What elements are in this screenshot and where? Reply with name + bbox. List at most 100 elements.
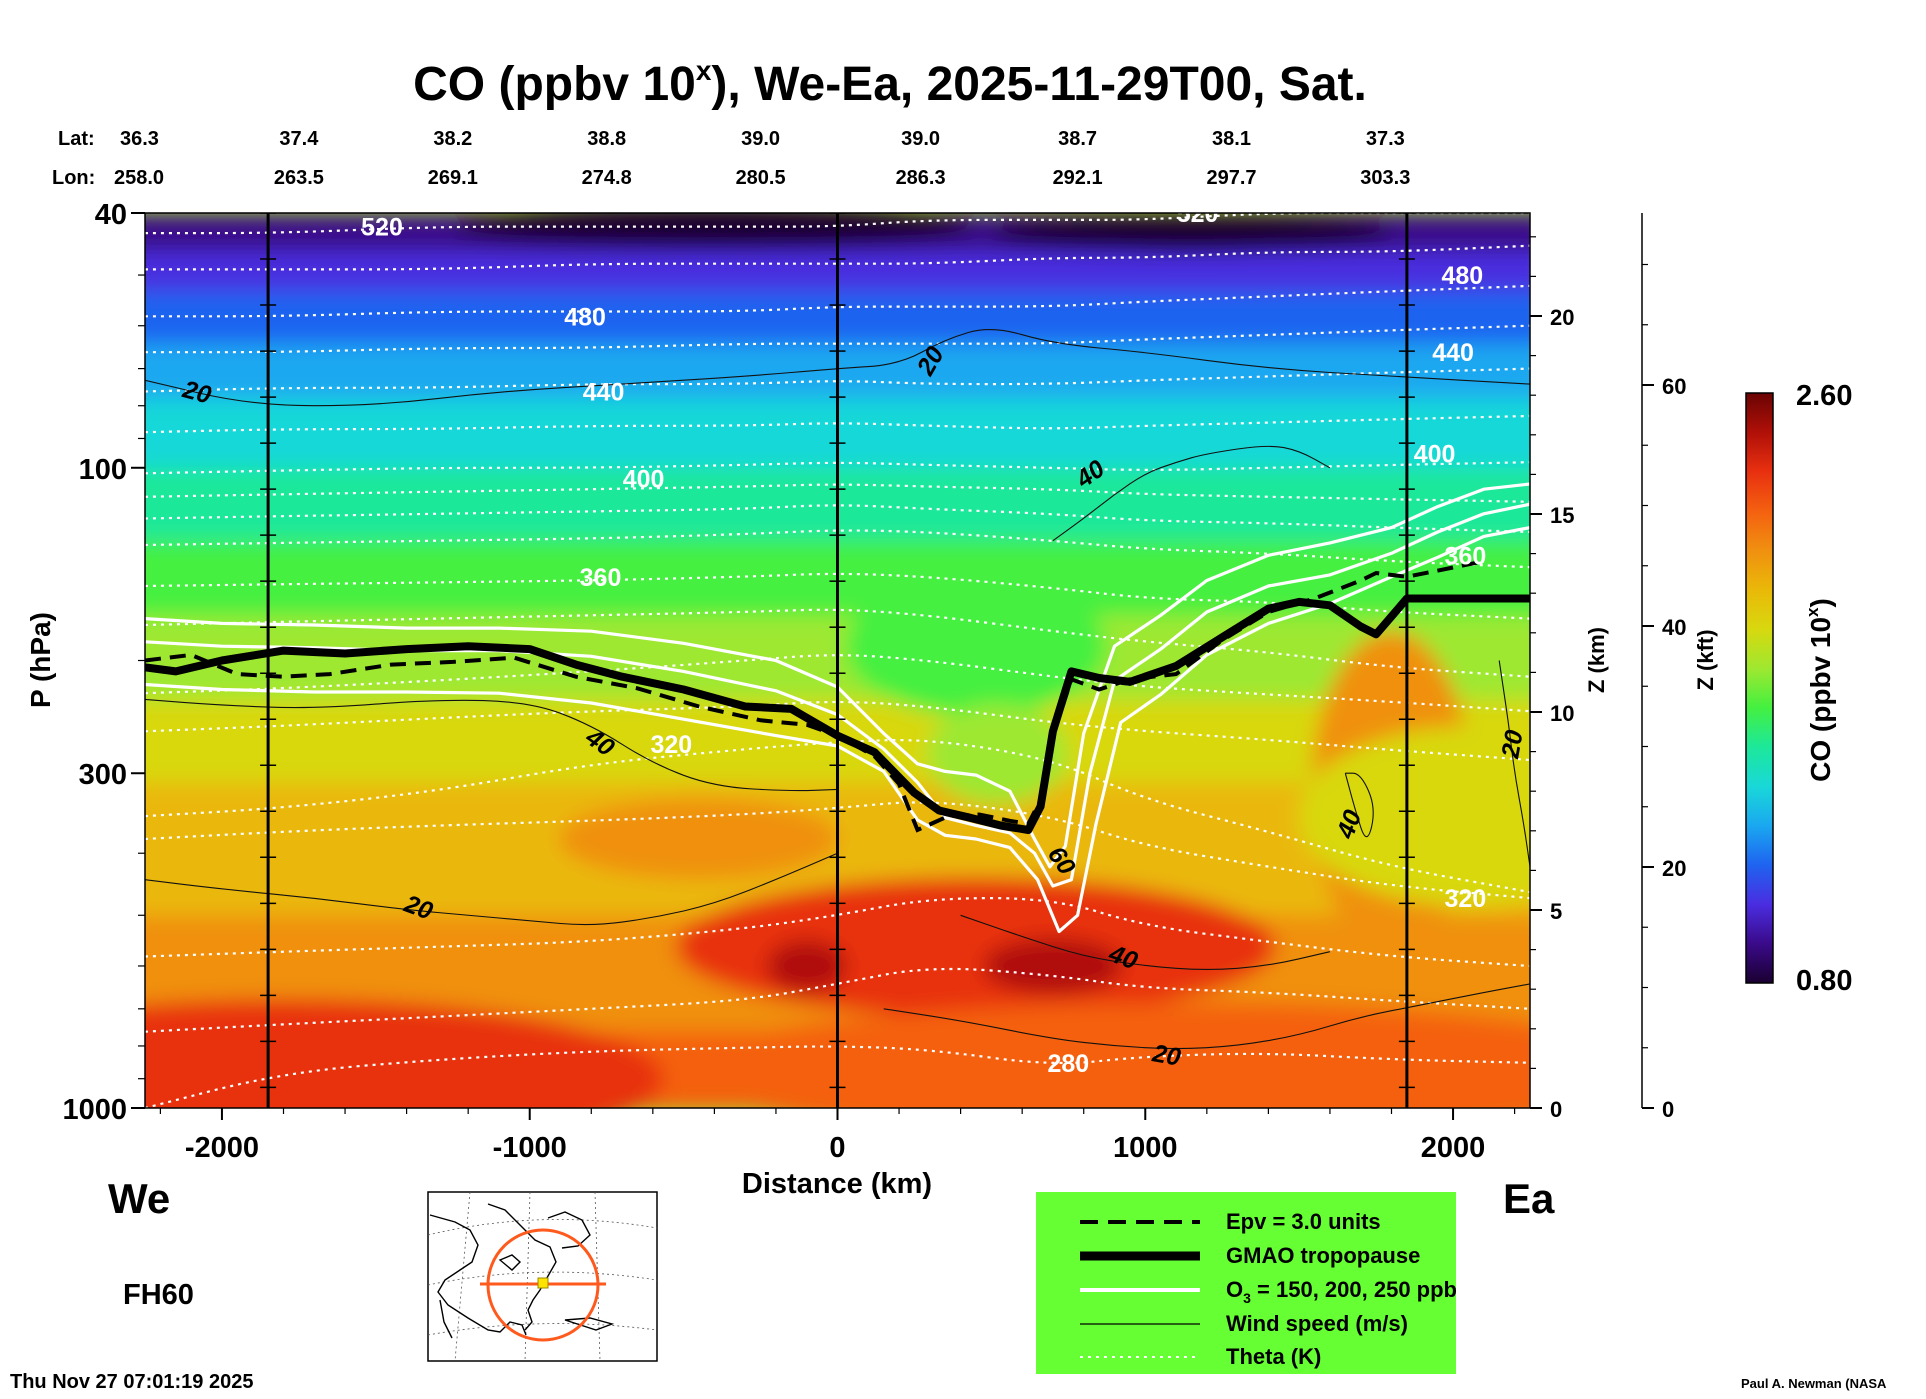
co-dark-blob	[991, 213, 1392, 254]
z-kft-tick-label: 20	[1662, 856, 1686, 881]
co-surface-red	[145, 998, 664, 1108]
direction-west: We	[108, 1175, 170, 1222]
wind-line	[1498, 660, 1530, 867]
y-tick-label: 1000	[62, 1094, 127, 1126]
z-km-tick-label: 5	[1550, 899, 1562, 924]
lat-value: 36.3	[120, 128, 159, 150]
x-axis-label: Distance (km)	[742, 1168, 932, 1200]
tropopause-line	[145, 594, 1530, 834]
x-tick-label: -2000	[185, 1132, 259, 1164]
z-kft-label: Z (kft)	[1693, 629, 1718, 690]
y-axis: 40 100 300 1000	[62, 199, 145, 1126]
lat-value: 38.2	[433, 128, 472, 150]
legend-box	[1036, 1192, 1456, 1374]
y-tick-label: 40	[95, 199, 127, 231]
lat-label: Lat:	[58, 128, 95, 150]
wind-line	[145, 329, 1530, 407]
theta-label: 400	[1414, 441, 1456, 469]
lat-value: 38.7	[1058, 128, 1097, 150]
x-tick-label: 0	[829, 1132, 845, 1164]
wind-speed-contours	[145, 329, 1530, 1050]
direction-east: Ea	[1503, 1175, 1555, 1222]
co-intrusion	[927, 704, 1068, 805]
theta-label: 480	[564, 303, 606, 331]
colorbar-max: 2.60	[1796, 380, 1852, 412]
co-dark-blob	[454, 213, 975, 249]
section-markers	[260, 213, 1415, 1108]
lat-value: 39.0	[901, 128, 940, 150]
title-superscript: x	[696, 55, 712, 86]
lat-lon-values: 36.3 37.4 38.2 38.8 39.0 39.0 38.7 38.1 37.3 258.…	[114, 128, 1410, 189]
epv-line	[145, 559, 1485, 833]
plot-area: 520 520480480440440400400360360320320280 …	[145, 200, 1530, 1108]
lat-value: 38.1	[1212, 128, 1251, 150]
legend-label-epv: Epv = 3.0 units	[1226, 1209, 1381, 1234]
wind-line	[1344, 772, 1374, 838]
theta-label: 280	[1047, 1050, 1089, 1078]
title-rest: ), We-Ea, 2025-11-29T00, Sat.	[711, 58, 1366, 111]
lon-value: 269.1	[428, 167, 478, 189]
z-kft-tick-label: 40	[1662, 615, 1686, 640]
x-tick-label: -1000	[493, 1132, 567, 1164]
lon-value: 303.3	[1360, 167, 1410, 189]
theta-line	[145, 1045, 1530, 1108]
lon-value: 274.8	[582, 167, 632, 189]
theta-contours	[145, 213, 1530, 1108]
ozone-line	[145, 526, 1530, 934]
z-km-label: Z (km)	[1584, 627, 1609, 693]
lat-value: 37.4	[279, 128, 319, 150]
map-center-marker	[537, 1277, 549, 1289]
z-km-tick-label: 15	[1550, 503, 1574, 528]
z-kft-tick-label: 60	[1662, 374, 1686, 399]
co-orange-blob	[559, 798, 839, 879]
lat-value: 37.3	[1366, 128, 1405, 150]
co-green-east	[1298, 726, 1530, 907]
colorbar-min: 0.80	[1796, 965, 1852, 997]
wind-line	[883, 983, 1530, 1050]
lon-label: Lon:	[52, 167, 95, 189]
theta-label: 520	[361, 214, 403, 242]
lat-value: 38.8	[587, 128, 626, 150]
theta-label: 360	[1445, 542, 1487, 570]
lon-value: 292.1	[1053, 167, 1103, 189]
co-surface-orange	[676, 1002, 1530, 1108]
y-tick-label: 300	[79, 759, 127, 791]
z-km-axis: 0 5 10 15 20	[1530, 236, 1574, 1122]
lat-value: 39.0	[741, 128, 780, 150]
lon-value: 258.0	[114, 167, 164, 189]
chart-title: CO (ppbv 10x), We-Ea, 2025-11-29T00, Sat…	[413, 55, 1367, 111]
colorbar	[1745, 392, 1774, 984]
x-tick-label: 1000	[1113, 1132, 1178, 1164]
x-axis: -2000 -1000 0 1000 2000	[159, 1108, 1516, 1164]
theta-label: 480	[1441, 262, 1483, 290]
z-km-tick-label: 10	[1550, 701, 1574, 726]
wind-label: 20	[1496, 728, 1529, 761]
z-kft-tick-label: 0	[1662, 1097, 1674, 1122]
wind-line	[960, 914, 1331, 970]
lon-value: 297.7	[1206, 167, 1256, 189]
ozone-line	[145, 482, 1530, 869]
theta-label: 400	[623, 466, 665, 494]
theta-line	[145, 967, 1530, 1033]
z-km-tick-label: 0	[1550, 1097, 1562, 1122]
theta-label: 320	[1445, 885, 1487, 913]
theta-label: 440	[1432, 339, 1474, 367]
lon-value: 280.5	[736, 167, 786, 189]
lon-value: 263.5	[274, 167, 324, 189]
legend-label-theta: Theta (K)	[1226, 1344, 1321, 1369]
z-km-tick-label: 20	[1550, 305, 1574, 330]
z-kft-axis: 0 20 40 60	[1641, 213, 1686, 1122]
theta-label: 520	[1177, 200, 1219, 228]
legend-label-tropopause: GMAO tropopause	[1226, 1243, 1420, 1268]
co-intrusion	[846, 576, 1106, 717]
theta-label: 360	[580, 564, 622, 592]
legend: Epv = 3.0 units GMAO tropopause O3 = 150…	[1036, 1192, 1457, 1374]
inset-map-frame	[427, 1191, 658, 1362]
inset-map	[427, 1191, 658, 1362]
legend-label-ozone: O3 = 150, 200, 250 ppb	[1226, 1277, 1457, 1306]
theta-label: 440	[583, 379, 625, 407]
lon-value: 286.3	[896, 167, 946, 189]
legend-label-wind: Wind speed (m/s)	[1226, 1311, 1408, 1336]
